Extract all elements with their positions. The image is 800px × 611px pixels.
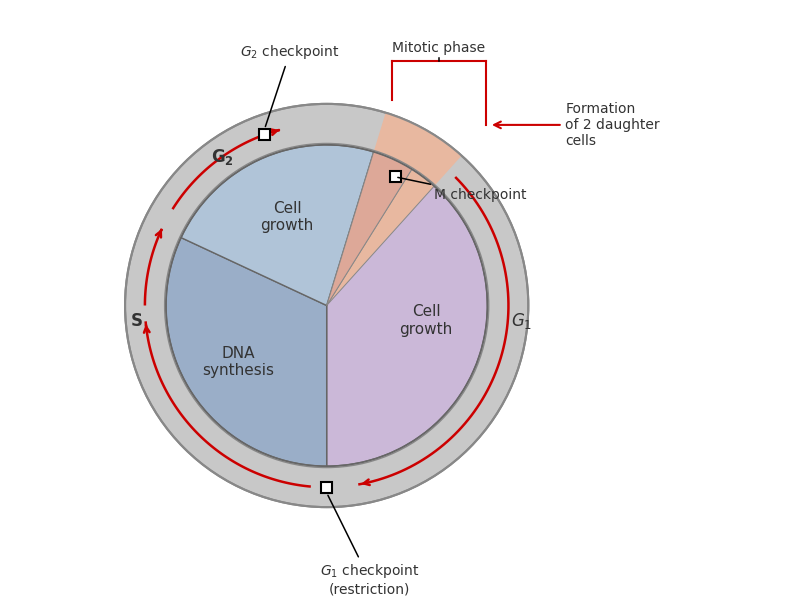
FancyBboxPatch shape — [321, 481, 332, 492]
Wedge shape — [326, 112, 462, 306]
Text: Mitotic phase: Mitotic phase — [392, 41, 486, 54]
Text: DNA
synthesis: DNA synthesis — [202, 346, 274, 378]
Text: $\mathbf{S}$: $\mathbf{S}$ — [130, 312, 142, 331]
Text: $G_1$: $G_1$ — [511, 312, 532, 331]
Wedge shape — [326, 152, 412, 306]
Wedge shape — [166, 238, 326, 466]
Text: Cell
growth: Cell growth — [399, 304, 453, 337]
Text: $G_2$ checkpoint: $G_2$ checkpoint — [240, 43, 340, 126]
Wedge shape — [326, 169, 434, 306]
FancyBboxPatch shape — [390, 171, 401, 182]
Text: Cell
growth: Cell growth — [261, 200, 314, 233]
Text: $\mathbf{G_2}$: $\mathbf{G_2}$ — [211, 147, 234, 167]
Text: M checkpoint: M checkpoint — [398, 177, 526, 202]
Circle shape — [165, 144, 489, 467]
FancyBboxPatch shape — [259, 129, 270, 140]
Text: Formation
of 2 daughter
cells: Formation of 2 daughter cells — [494, 101, 660, 148]
Text: $G_1$ checkpoint
(restriction): $G_1$ checkpoint (restriction) — [320, 496, 419, 596]
Circle shape — [166, 145, 487, 466]
Wedge shape — [181, 145, 374, 306]
Wedge shape — [326, 152, 487, 466]
Circle shape — [125, 104, 528, 507]
